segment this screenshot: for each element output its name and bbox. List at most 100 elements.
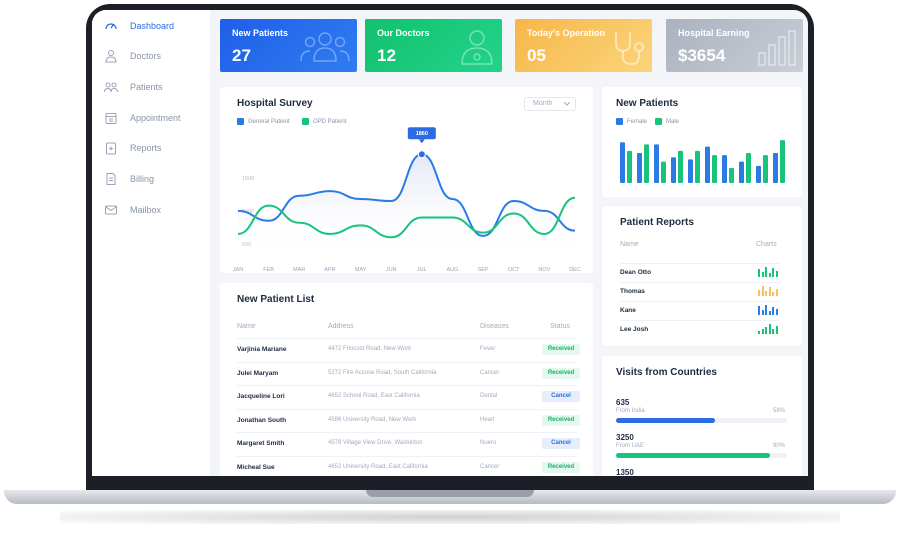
sparkline-bar (758, 331, 760, 334)
clipboard-icon (106, 142, 116, 155)
hospital-survey-card: Hospital Survey Month General Patient OP… (220, 87, 593, 273)
legend-male: Male (655, 118, 679, 125)
card-title: Hospital Survey (237, 98, 313, 109)
tooltip-box (407, 127, 436, 140)
visits-card: Visits from Countries 635 From India 58%… (602, 356, 802, 476)
x-tick-label: MAR (293, 267, 305, 273)
status-badge[interactable]: Received (542, 367, 580, 379)
series-line (237, 153, 576, 237)
period-select[interactable]: Month (524, 97, 576, 111)
legend-label: Female (627, 118, 648, 125)
stat-title: Hospital Earning (678, 28, 750, 38)
sidebar-item-doctors[interactable]: Doctors (104, 46, 161, 66)
status-badge[interactable]: Received (542, 461, 580, 473)
sparkline-bar (765, 305, 767, 315)
users-icon (300, 32, 350, 62)
chevron-down-icon (564, 102, 570, 106)
row-divider (237, 408, 577, 410)
doctor-icon (105, 50, 117, 63)
bar-male (678, 150, 683, 183)
sidebar-item-dashboard[interactable]: Dashboard (104, 16, 174, 36)
bar-female (654, 144, 659, 183)
report-patient-name: Lee Josh (620, 326, 649, 333)
bar-male (746, 153, 751, 183)
sparkline-bar (758, 269, 760, 277)
invoice-icon (106, 173, 116, 185)
legend-swatch (302, 118, 309, 125)
legend-label: OPD Patient (313, 118, 347, 125)
patient-name: Micheal Sue (237, 463, 275, 471)
sidebar-item-appointment[interactable]: Appointment (104, 108, 181, 128)
bar-male (780, 140, 785, 183)
y-tick-label: 1000 (242, 209, 254, 215)
legend-opd: OPD Patient (302, 118, 346, 125)
new-patients-bar-chart (620, 140, 785, 183)
report-sparkline (758, 267, 780, 277)
row-divider (620, 263, 780, 264)
x-tick-label: AUG (446, 267, 458, 273)
status-badge[interactable]: Cancel (542, 438, 580, 449)
x-tick-label: JAN (233, 267, 243, 273)
sparkline-bar (772, 329, 774, 334)
sidebar-item-label: Reports (130, 143, 162, 153)
visit-value: 635 (616, 398, 630, 407)
x-tick-label: FEB (263, 267, 274, 273)
sidebar-item-label: Patients (130, 82, 163, 92)
bar-female (637, 153, 642, 183)
col-header-charts: Charts (756, 241, 777, 248)
sparkline-bar (765, 291, 767, 296)
stat-card-hospital-earning[interactable]: Hospital Earning $3654 (666, 19, 803, 72)
legend-general: General Patient (237, 118, 290, 125)
bar-female (705, 146, 710, 183)
sidebar-item-patients[interactable]: Patients (104, 77, 163, 97)
stat-card-new-patients[interactable]: New Patients 27 (220, 19, 357, 72)
x-tick-label: JUN (386, 267, 397, 273)
row-divider (620, 282, 780, 283)
survey-line-chart: 15001000500JANFEBMARAPRMAYJUNJULAUGSEPOC… (233, 127, 581, 273)
bar-male (763, 155, 768, 183)
sidebar-item-label: Dashboard (130, 21, 175, 31)
x-tick-label: NOV (538, 267, 550, 273)
bar-female (620, 142, 625, 183)
status-badge[interactable]: Received (542, 344, 580, 355)
laptop-base (4, 490, 896, 504)
patient-reports-card: Patient Reports Name Charts Dean Otto Tho… (602, 206, 802, 346)
legend-label: Male (666, 118, 680, 125)
report-patient-name: Kane (620, 307, 636, 314)
sidebar-item-label: Appointment (130, 113, 181, 123)
sparkline-bar (761, 286, 764, 296)
sidebar-item-reports[interactable]: Reports (104, 138, 162, 158)
col-header-name: Name (237, 323, 256, 330)
stat-title: Our Doctors (377, 28, 430, 38)
row-divider (237, 385, 577, 386)
visit-percent: 90% (773, 443, 786, 449)
patient-name: Jacqueline Lori (237, 393, 285, 400)
sidebar-item-mailbox[interactable]: Mailbox (104, 200, 161, 220)
stat-value: 12 (377, 46, 396, 65)
patient-disease: Cancer (480, 463, 500, 470)
col-header-name: Name (620, 241, 639, 248)
status-badge[interactable]: Cancel (542, 391, 580, 402)
card-title: New Patients (616, 98, 679, 109)
series-line (237, 196, 576, 239)
card-title: Visits from Countries (616, 367, 717, 378)
sidebar-item-billing[interactable]: Billing (104, 169, 154, 189)
patient-disease: Dental (480, 393, 498, 399)
legend-swatch (237, 118, 244, 125)
patient-address: 4586 University Road, New Work (328, 416, 417, 423)
patients-icon (104, 82, 118, 93)
x-tick-label: MAY (355, 267, 367, 273)
status-badge[interactable]: Received (542, 414, 580, 426)
patient-disease: Nuero (480, 440, 497, 446)
sparkline-bar (775, 309, 778, 315)
sparkline-bar (765, 327, 767, 334)
stat-card-our-doctors[interactable]: Our Doctors 12 (365, 19, 502, 72)
stat-card-todays-operation[interactable]: Today's Operation 05 (515, 19, 652, 72)
sparkline-bar (772, 292, 774, 296)
patient-name: Jonathan South (237, 416, 287, 424)
col-header-status: Status (550, 323, 570, 330)
patient-disease: Fever (480, 346, 496, 352)
patient-address: 5272 Fire Accose Road, South California (328, 369, 437, 376)
stat-value: 27 (232, 46, 251, 65)
